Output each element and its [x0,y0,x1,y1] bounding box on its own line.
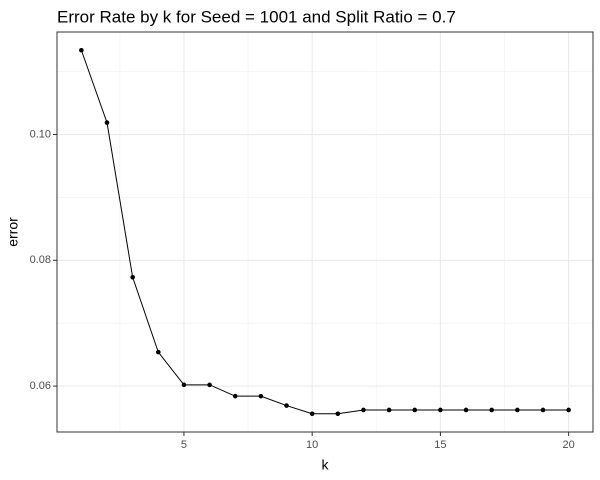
line [80,50,569,415]
chart-title: Error Rate by k for Seed = 1001 and Spli… [57,7,456,26]
point [386,407,392,413]
point [335,411,341,417]
point [181,382,187,388]
point [438,407,443,413]
point [104,120,110,125]
point [284,403,289,408]
point [515,407,520,413]
point [489,407,494,413]
panel-border [56,31,594,433]
x-tick-label: 5 [181,439,187,451]
point [258,393,264,399]
y-axis-label: error [5,217,21,247]
point [309,411,315,417]
point [79,47,84,53]
point [232,393,238,399]
y-tick-label: 0.08 [30,254,51,266]
point [412,407,418,413]
y-tick-label: 0.10 [30,128,51,140]
x-tick-label: 20 [563,439,575,451]
point [156,349,161,355]
x-tick-label: 10 [306,439,318,451]
y-tick-label: 0.06 [30,380,51,392]
point [540,407,546,413]
x-axis-label: k [322,457,330,473]
point [207,382,212,388]
point [566,407,571,413]
x-tick-label: 15 [434,439,446,451]
point [130,274,135,280]
point [463,407,469,413]
point [361,407,366,413]
